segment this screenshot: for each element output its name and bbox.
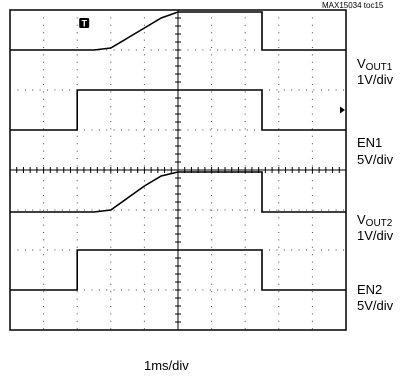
label-en1: EN1	[357, 135, 383, 150]
ground-marker	[340, 106, 345, 114]
trace-vout2	[10, 171, 346, 213]
scale-en2: 5V/div	[357, 298, 394, 313]
label-vout2: VOUT2	[357, 212, 392, 232]
scale-vout2: 1V/div	[357, 228, 394, 243]
trace-en2	[10, 249, 346, 291]
trigger-marker-text: T	[81, 19, 87, 29]
scale-en1: 5V/div	[357, 152, 394, 167]
label-vout1-main: V	[357, 56, 366, 71]
trace-vout1	[10, 11, 346, 51]
figure-id-label: MAX15034 toc15	[322, 1, 384, 10]
timebase-label: 1ms/div	[144, 358, 189, 373]
label-vout1: VOUT1	[357, 56, 392, 76]
trigger-marker: T	[79, 18, 90, 29]
label-vout2-main: V	[357, 212, 366, 227]
label-vout1-sub: OUT1	[365, 62, 393, 73]
trace-en1	[10, 89, 346, 131]
scope-traces	[10, 11, 346, 291]
label-vout2-sub: OUT2	[365, 218, 393, 229]
trigger-marker-box	[79, 18, 90, 28]
scope-grid	[9, 9, 347, 331]
scope-markers: T	[79, 18, 345, 114]
scale-vout1: 1V/div	[357, 72, 394, 87]
label-en2: EN2	[357, 282, 383, 297]
